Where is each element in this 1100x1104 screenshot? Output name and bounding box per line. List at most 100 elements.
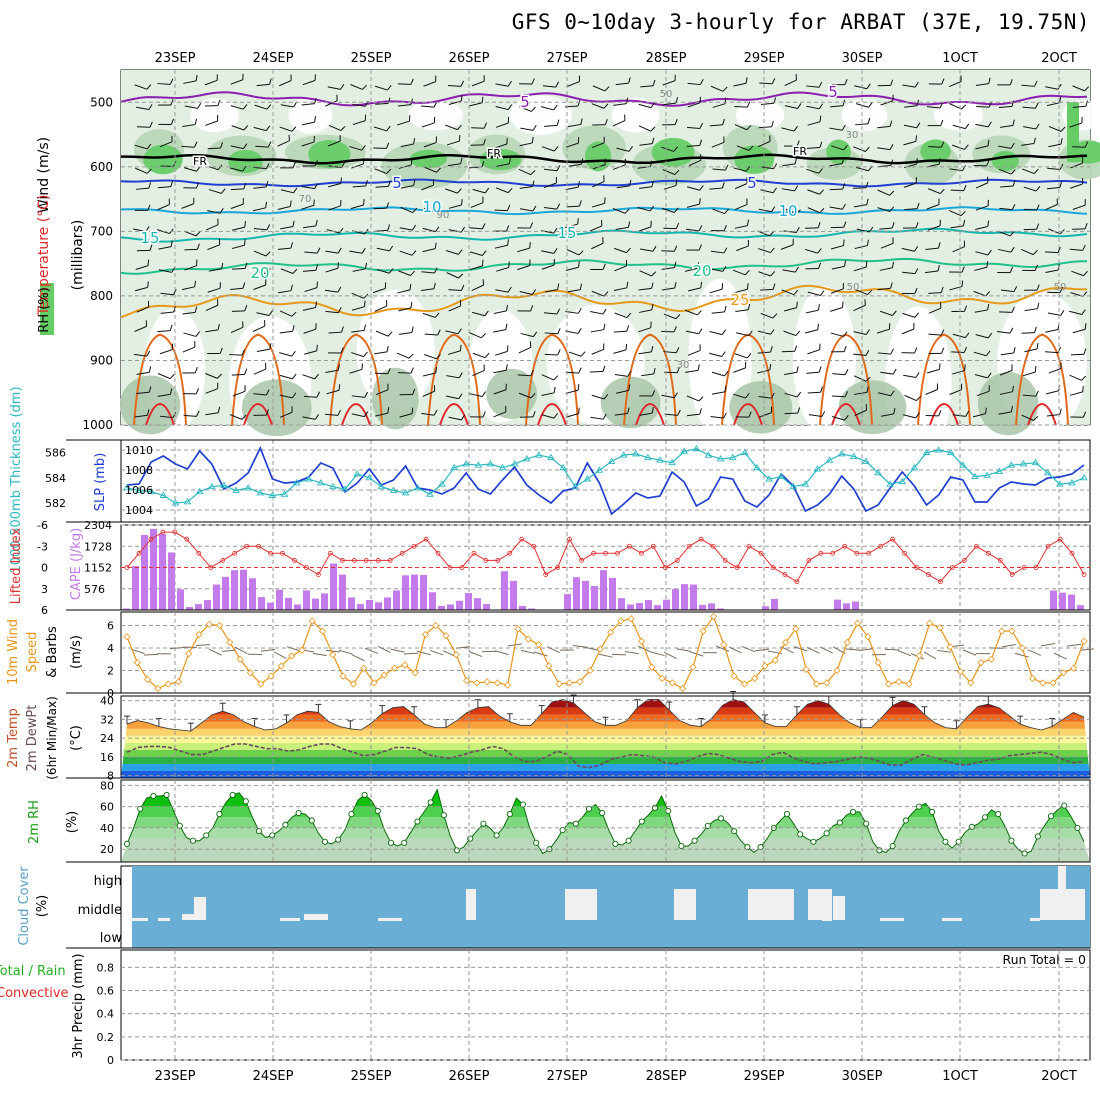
rh-marker bbox=[454, 848, 459, 853]
wind-barb bbox=[1045, 252, 1058, 253]
wind-barb bbox=[599, 654, 613, 657]
wind-barb bbox=[612, 654, 626, 655]
cloud-bar bbox=[880, 918, 904, 921]
wind-speed-marker bbox=[505, 682, 511, 688]
wind-speed-marker bbox=[546, 663, 552, 669]
cloud-bar bbox=[1030, 918, 1040, 921]
wind-speed-marker bbox=[1030, 675, 1036, 681]
y-tick-label: 0 bbox=[41, 562, 48, 575]
cloud-bar bbox=[158, 918, 170, 921]
wind-barb bbox=[339, 384, 340, 390]
wind-barb bbox=[313, 653, 327, 655]
cape-bar bbox=[672, 589, 679, 610]
wind-speed-marker bbox=[536, 642, 542, 648]
wind-barb bbox=[144, 654, 158, 655]
rh-marker bbox=[151, 793, 156, 798]
cloud-level-label: middle bbox=[78, 903, 122, 918]
cape-bar bbox=[321, 593, 328, 610]
y-tick-label: 6 bbox=[107, 620, 114, 633]
wind-barb bbox=[209, 649, 222, 655]
wind-barb bbox=[573, 645, 587, 647]
rh-marker bbox=[1048, 814, 1053, 819]
wind-speed-marker bbox=[721, 642, 727, 648]
wind-speed-marker bbox=[330, 652, 336, 658]
rh-contour-label: 30 bbox=[677, 360, 690, 371]
cape-bar bbox=[573, 577, 580, 610]
rh-contour-label: 50 bbox=[660, 89, 673, 100]
wind-barb bbox=[461, 199, 462, 205]
y-axis-label: 3hr Precip (mm) bbox=[71, 953, 86, 1058]
wind-barb bbox=[962, 281, 963, 287]
rh-marker bbox=[600, 810, 605, 815]
rh-clear bbox=[191, 98, 239, 132]
rh-marker bbox=[1022, 851, 1027, 856]
rh-band bbox=[121, 807, 1090, 818]
y-tick-label: 0.8 bbox=[97, 961, 115, 974]
cloud-bar bbox=[942, 918, 962, 921]
rh-marker bbox=[256, 829, 261, 834]
y-tick-label: 500 bbox=[90, 95, 113, 109]
rh-marker bbox=[1035, 834, 1040, 839]
rh-marker bbox=[243, 799, 248, 804]
wind-barb bbox=[578, 218, 579, 224]
rh-marker bbox=[982, 815, 987, 820]
rh-marker bbox=[943, 839, 948, 844]
isotherm-label: 25 bbox=[730, 291, 749, 309]
isotherm-label: FR bbox=[793, 145, 807, 158]
y-tick-label: 20 bbox=[100, 843, 114, 856]
cape-bar bbox=[627, 604, 634, 610]
wind-barb bbox=[916, 135, 917, 141]
wind-barb bbox=[937, 650, 951, 652]
cape-bar bbox=[600, 570, 607, 610]
cloud-bar bbox=[748, 889, 794, 920]
wind-barb bbox=[579, 408, 580, 414]
wind-barb bbox=[461, 95, 462, 101]
wind-barb bbox=[274, 652, 286, 659]
cloud-bar bbox=[833, 896, 845, 920]
cloud-bar bbox=[280, 918, 300, 921]
wind-speed-marker bbox=[134, 660, 140, 666]
cape-bar bbox=[348, 597, 355, 610]
cape-bar bbox=[393, 590, 400, 610]
rh-blob bbox=[228, 150, 263, 173]
wind-barb bbox=[625, 652, 639, 654]
rh-contour-label: 90 bbox=[437, 210, 450, 221]
cape-bar bbox=[465, 593, 472, 610]
wind-speed-marker bbox=[906, 681, 912, 687]
wind-barb bbox=[661, 251, 674, 252]
wind-barb bbox=[196, 645, 210, 646]
wind-speed-marker bbox=[1040, 680, 1046, 686]
cape-bar bbox=[276, 590, 283, 610]
wind-barb bbox=[365, 301, 366, 307]
rh-clear bbox=[885, 306, 952, 460]
rh-marker bbox=[864, 821, 869, 826]
temp-band bbox=[121, 750, 1090, 757]
wind-speed-marker bbox=[1019, 645, 1025, 651]
rh-marker bbox=[613, 841, 618, 846]
wind-barb bbox=[734, 107, 747, 108]
cloud-bar bbox=[565, 889, 597, 920]
rh-blob bbox=[826, 140, 851, 164]
cloud-bar bbox=[182, 914, 194, 920]
rh-blob bbox=[1067, 102, 1079, 162]
rh-blob bbox=[992, 151, 1019, 171]
temp-band bbox=[121, 696, 1090, 708]
rh-marker bbox=[375, 808, 380, 813]
rh-blob bbox=[838, 380, 906, 434]
date-label-bottom: 23SEP bbox=[155, 1069, 196, 1084]
y-tick-label: 4 bbox=[107, 642, 114, 655]
rh-marker bbox=[798, 832, 803, 837]
y-tick-label: 0.6 bbox=[97, 985, 115, 998]
wind-speed-marker bbox=[885, 681, 891, 687]
y-axis-label: (%) bbox=[65, 811, 80, 834]
date-label-bottom: 1OCT bbox=[942, 1069, 978, 1084]
y-tick-label: 40 bbox=[100, 695, 114, 708]
wind-barb bbox=[755, 649, 769, 651]
cape-bar bbox=[456, 601, 463, 610]
y-axis-label: (6hr Min/Max) bbox=[45, 696, 59, 780]
wind-speed-marker bbox=[453, 652, 459, 658]
wind-barb bbox=[999, 312, 1012, 313]
y-axis-label: 2m DewPt bbox=[25, 705, 40, 772]
wind-barb bbox=[341, 178, 342, 184]
cape-bar bbox=[609, 578, 616, 610]
